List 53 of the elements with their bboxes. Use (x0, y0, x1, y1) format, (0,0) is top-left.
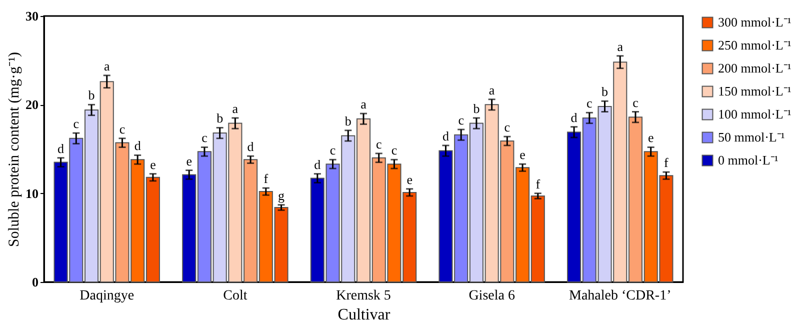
x-tick-label: Daqingye (80, 288, 134, 304)
data-label: c (586, 96, 593, 111)
data-label: c (376, 136, 382, 152)
data-label: d (570, 110, 578, 125)
data-label: b (216, 110, 224, 126)
data-label: b (344, 113, 352, 128)
legend-label: 50 mmol·L⁻¹ (718, 130, 785, 144)
data-label: a (104, 58, 110, 74)
data-label: f (536, 176, 541, 192)
legend-label: 250 mmol·L⁻¹ (718, 38, 792, 52)
data-label: d (442, 128, 450, 144)
data-label: e (186, 153, 192, 168)
legend-label: 150 mmol·L⁻¹ (718, 84, 792, 98)
data-label: d (134, 138, 142, 154)
x-tick-label: Kremsk 5 (336, 288, 391, 304)
data-label: e (150, 156, 156, 172)
y-tick-label: 20 (26, 97, 38, 112)
data-label: d (247, 139, 254, 154)
data-label: f (264, 171, 269, 186)
data-label: b (88, 88, 95, 103)
data-label: c (391, 142, 398, 158)
x-tick-label: Colt (223, 288, 248, 304)
data-label: f (664, 155, 670, 170)
legend-label: 300 mmol·L⁻¹ (718, 14, 792, 30)
data-label: e (520, 147, 526, 162)
y-tick-label: 0 (32, 274, 38, 290)
y-tick-label: 10 (26, 186, 38, 201)
data-label: c (330, 142, 336, 158)
x-tick-label: Mahaleb ‘CDR-1’ (568, 288, 672, 304)
data-label: a (232, 100, 238, 116)
data-label: d (58, 140, 65, 156)
x-axis-title: Cultivar (338, 306, 391, 324)
data-label: c (504, 120, 510, 135)
data-label: d (314, 156, 322, 172)
data-label: a (488, 82, 495, 98)
legend-label: 100 mmol·L⁻¹ (718, 106, 792, 122)
data-label: a (617, 38, 624, 54)
data-label: e (648, 130, 654, 146)
data-label: e (406, 172, 413, 187)
data-label: b (473, 100, 480, 116)
x-tick-label: Gisela 6 (468, 288, 515, 304)
data-label: g (278, 188, 286, 203)
legend-label: 0 mmol·L⁻¹ (718, 152, 778, 168)
data-label: c (458, 112, 464, 128)
data-label: c (73, 116, 80, 132)
data-label: c (632, 94, 639, 110)
y-tick-label: 30 (26, 8, 38, 24)
data-label: a (360, 96, 367, 112)
data-label: b (602, 84, 608, 100)
legend-label: 200 mmol·L⁻¹ (718, 60, 792, 76)
data-label: c (202, 130, 208, 146)
data-label: c (119, 121, 126, 136)
y-axis-title: Soluble protein content (mg·g⁻¹) (6, 52, 22, 247)
